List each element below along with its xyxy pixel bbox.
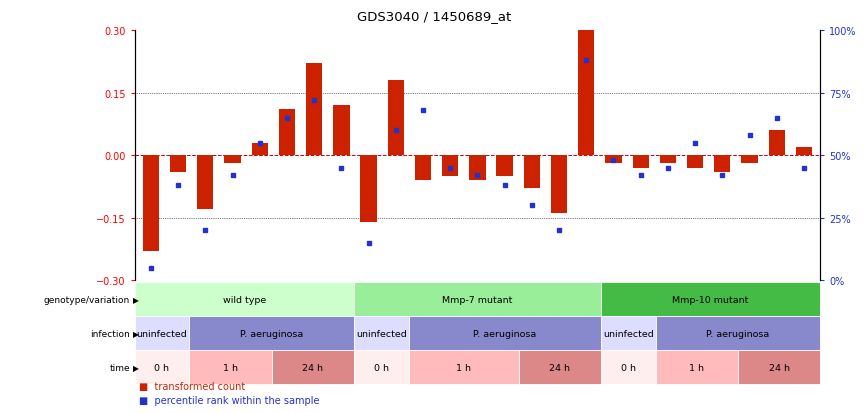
Text: wild type: wild type: [222, 295, 266, 304]
Text: P. aeruginosa: P. aeruginosa: [473, 329, 536, 338]
Text: ▶: ▶: [133, 363, 139, 372]
Bar: [197, 156, 214, 210]
Bar: [442, 156, 458, 176]
Bar: [252, 143, 268, 156]
Text: 1 h: 1 h: [223, 363, 238, 372]
Bar: [660, 156, 676, 164]
Text: 0 h: 0 h: [374, 363, 389, 372]
Bar: [224, 156, 240, 164]
Bar: [496, 156, 513, 176]
Text: GDS3040 / 1450689_at: GDS3040 / 1450689_at: [357, 10, 511, 23]
Bar: [796, 147, 812, 156]
Text: infection: infection: [90, 329, 130, 338]
Bar: [333, 106, 350, 156]
Text: uninfected: uninfected: [356, 329, 407, 338]
Text: 1 h: 1 h: [689, 363, 704, 372]
Bar: [415, 156, 431, 180]
Text: genotype/variation: genotype/variation: [44, 295, 130, 304]
Text: ■  transformed count: ■ transformed count: [139, 381, 245, 391]
Bar: [360, 156, 377, 222]
Bar: [470, 156, 485, 180]
Bar: [170, 156, 187, 172]
Bar: [633, 156, 649, 168]
Text: 24 h: 24 h: [769, 363, 790, 372]
Bar: [388, 81, 404, 156]
Text: P. aeruginosa: P. aeruginosa: [240, 329, 303, 338]
Bar: [142, 156, 159, 252]
Text: 1 h: 1 h: [457, 363, 471, 372]
Bar: [741, 156, 758, 164]
Bar: [523, 156, 540, 189]
Bar: [279, 110, 295, 156]
Bar: [605, 156, 621, 164]
Text: Mmp-7 mutant: Mmp-7 mutant: [442, 295, 513, 304]
Text: 24 h: 24 h: [549, 363, 570, 372]
Text: Mmp-10 mutant: Mmp-10 mutant: [673, 295, 749, 304]
Text: time: time: [109, 363, 130, 372]
Bar: [551, 156, 567, 214]
Bar: [768, 131, 785, 156]
Bar: [714, 156, 731, 172]
Bar: [578, 31, 595, 156]
Text: 0 h: 0 h: [155, 363, 169, 372]
Bar: [687, 156, 703, 168]
Text: uninfected: uninfected: [603, 329, 654, 338]
Text: ▶: ▶: [133, 295, 139, 304]
Text: 0 h: 0 h: [621, 363, 635, 372]
Text: 24 h: 24 h: [302, 363, 323, 372]
Text: ▶: ▶: [133, 329, 139, 338]
Bar: [306, 64, 322, 156]
Text: P. aeruginosa: P. aeruginosa: [707, 329, 770, 338]
Text: uninfected: uninfected: [136, 329, 187, 338]
Text: ■  percentile rank within the sample: ■ percentile rank within the sample: [139, 395, 319, 405]
